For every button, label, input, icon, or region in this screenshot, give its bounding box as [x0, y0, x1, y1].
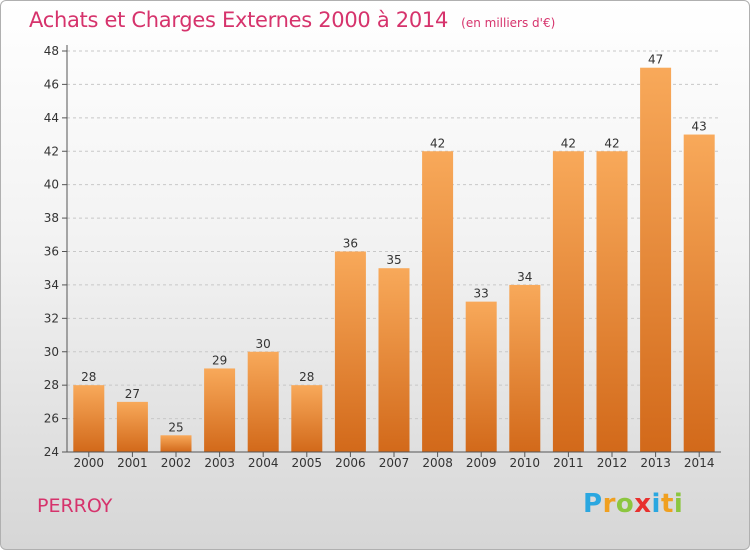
y-tick-label: 44 — [44, 111, 59, 125]
bar — [640, 67, 672, 452]
bar — [509, 284, 541, 452]
bar-value-label: 42 — [561, 136, 576, 150]
bar-value-label: 29 — [212, 353, 227, 367]
y-tick-label: 38 — [44, 211, 59, 225]
bar-value-label: 47 — [648, 53, 663, 67]
bar-value-label: 34 — [517, 270, 532, 284]
bar-value-label: 25 — [168, 420, 183, 434]
title-block: Achats et Charges Externes 2000 à 2014 (… — [29, 8, 555, 32]
bar-value-label: 35 — [386, 253, 401, 267]
x-tick-label: 2003 — [204, 456, 235, 470]
bar-value-label: 36 — [343, 237, 358, 251]
y-tick-label: 42 — [44, 144, 59, 158]
logo-letter: i — [651, 489, 661, 519]
y-tick-label: 46 — [44, 77, 59, 91]
logo-letter: x — [634, 489, 652, 519]
bar-value-label: 28 — [299, 370, 314, 384]
x-tick-label: 2012 — [597, 456, 628, 470]
bar — [378, 268, 410, 452]
y-tick-label: 36 — [44, 245, 59, 259]
x-tick-label: 2013 — [640, 456, 671, 470]
bar-value-label: 28 — [81, 370, 96, 384]
bar-value-label: 42 — [604, 136, 619, 150]
y-tick-label: 28 — [44, 378, 59, 392]
chart-title: Achats et Charges Externes 2000 à 2014 — [29, 8, 449, 32]
chart-unit: (en milliers d'€) — [461, 16, 556, 30]
x-tick-label: 2011 — [553, 456, 584, 470]
y-tick-label: 30 — [44, 345, 59, 359]
x-tick-label: 2000 — [74, 456, 105, 470]
bar — [116, 401, 148, 452]
bar-value-label: 30 — [256, 337, 271, 351]
axes: 24 26 28 30 32 34 36 38 40 42 44 46 48 2000 2001 2002 20… — [44, 44, 721, 470]
proxiti-logo: Proxiti — [583, 489, 683, 519]
x-tick-label: 2005 — [292, 456, 323, 470]
logo-letter: o — [615, 489, 635, 519]
bars: 28 27 25 29 30 28 36 35 42 33 34 42 42 47 43 — [73, 53, 715, 452]
x-tick-label: 2010 — [510, 456, 541, 470]
y-tick-label: 48 — [44, 44, 59, 58]
x-tick-label: 2002 — [161, 456, 192, 470]
bar-value-label: 43 — [692, 120, 707, 134]
y-tick-label: 40 — [44, 178, 59, 192]
y-tick-label: 24 — [44, 445, 59, 459]
bar — [334, 251, 366, 452]
bar — [422, 151, 454, 452]
logo-letter: P — [583, 489, 603, 519]
bar — [73, 385, 105, 452]
logo-letter: t — [660, 489, 674, 519]
bar — [247, 351, 279, 452]
y-tick-label: 32 — [44, 311, 59, 325]
logo-letter: r — [602, 489, 616, 519]
x-tick-label: 2009 — [466, 456, 497, 470]
x-tick-label: 2006 — [335, 456, 366, 470]
x-tick-label: 2001 — [117, 456, 148, 470]
bar-value-label: 42 — [430, 136, 445, 150]
y-tick-label: 34 — [44, 278, 59, 292]
x-tick-label: 2008 — [422, 456, 453, 470]
bar — [291, 385, 323, 452]
bar — [683, 134, 715, 452]
bar — [596, 151, 628, 452]
x-tick-label: 2004 — [248, 456, 279, 470]
x-tick-label: 2014 — [684, 456, 715, 470]
bar — [465, 301, 497, 452]
x-tick-label: 2007 — [379, 456, 410, 470]
bar — [552, 151, 584, 452]
bar — [160, 435, 192, 452]
place-name: PERROY — [37, 495, 113, 517]
logo-letter: i — [673, 489, 684, 519]
bar-value-label: 33 — [474, 287, 489, 301]
y-tick-label: 26 — [44, 412, 59, 426]
bar-value-label: 27 — [125, 387, 140, 401]
bar — [204, 368, 236, 452]
